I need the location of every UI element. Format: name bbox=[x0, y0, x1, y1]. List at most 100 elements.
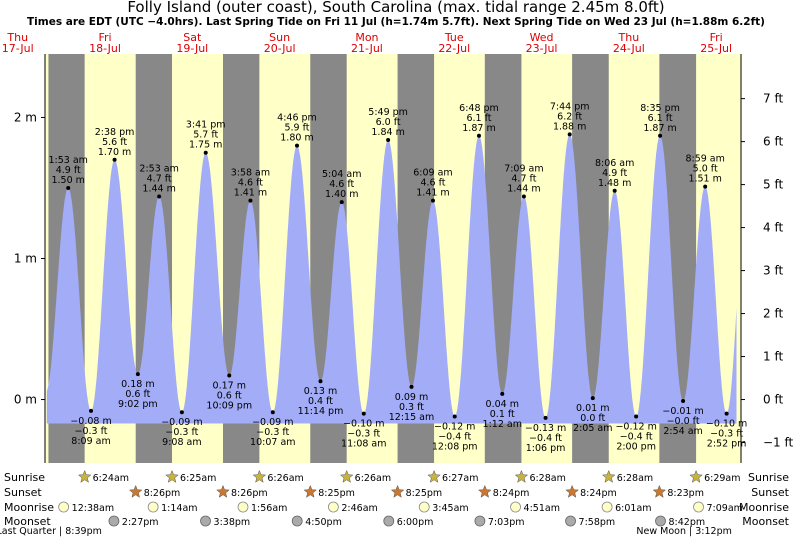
low-tide-feet: −0.3 ft bbox=[256, 427, 289, 438]
low-tide-time: 10:07 am bbox=[250, 437, 295, 448]
high-tide-metres: 1.87 m bbox=[462, 123, 495, 134]
sunset-time: 8:23pm bbox=[667, 488, 704, 499]
tide-event-dot bbox=[521, 194, 526, 199]
tide-event-dot bbox=[590, 396, 595, 401]
moonrise-time: 2:46am bbox=[341, 503, 377, 514]
high-tide-time: 3:58 am bbox=[231, 168, 270, 179]
tide-event-dot bbox=[409, 384, 414, 389]
tide-event-dot bbox=[227, 373, 232, 378]
moonset-icon bbox=[108, 515, 120, 527]
day-name-label: Mon bbox=[355, 31, 378, 44]
high-tide-metres: 1.44 m bbox=[142, 183, 175, 194]
low-tide-feet: 0.6 ft bbox=[125, 389, 150, 400]
low-tide-metres: −0.09 m bbox=[161, 417, 202, 428]
moonrise-icon bbox=[510, 501, 521, 513]
high-tide-feet: 5.7 ft bbox=[193, 130, 218, 141]
high-tide-time: 2:38 pm bbox=[95, 127, 135, 138]
tide-event-dot bbox=[270, 410, 275, 415]
moonrise-icon bbox=[693, 501, 704, 513]
high-tide-feet: 6.1 ft bbox=[466, 113, 491, 124]
day-date-label: 18-Jul bbox=[89, 42, 121, 55]
high-tide-time: 3:41 pm bbox=[186, 120, 226, 131]
high-tide-feet: 5.9 ft bbox=[284, 123, 309, 134]
low-tide-metres: 0.18 m bbox=[121, 379, 154, 390]
high-tide-feet: 4.7 ft bbox=[511, 173, 536, 184]
day-date-label: 23-Jul bbox=[526, 42, 558, 55]
tide-event-dot bbox=[658, 133, 663, 138]
high-tide-time: 5:49 pm bbox=[368, 107, 408, 118]
left-tick-label: 2 m bbox=[14, 110, 37, 124]
low-tide-feet: −0.4 ft bbox=[438, 431, 471, 442]
sunset-time: 8:26pm bbox=[144, 488, 181, 499]
day-name-label: Thu bbox=[6, 31, 28, 44]
moonset-time: 8:42pm bbox=[669, 517, 706, 528]
low-tide-feet: 0.1 ft bbox=[490, 409, 515, 420]
tide-curve-layer bbox=[46, 134, 737, 424]
moonrise-icon bbox=[418, 501, 430, 513]
right-tick-label: −1 ft bbox=[763, 436, 793, 450]
day-name-label: Fri bbox=[710, 31, 723, 44]
low-tide-feet: −0.4 ft bbox=[529, 433, 562, 444]
low-tide-time: 1:12 am bbox=[483, 419, 522, 430]
low-tide-time: 12:15 am bbox=[389, 412, 434, 423]
moon-phase-label: Last Quarter | 8:39pm bbox=[0, 526, 102, 537]
high-tide-time: 8:59 am bbox=[685, 154, 724, 165]
low-tide-feet: −0.3 ft bbox=[347, 429, 380, 440]
day-date-label: 22-Jul bbox=[438, 42, 470, 55]
sunrise-row-label-right: Sunrise bbox=[748, 471, 789, 484]
high-tide-feet: 5.6 ft bbox=[102, 137, 127, 148]
right-tick-label: 2 ft bbox=[763, 307, 783, 321]
right-tick-label: 0 ft bbox=[763, 393, 783, 407]
right-edge-strip bbox=[738, 54, 741, 463]
low-tide-feet: 0.3 ft bbox=[399, 402, 424, 413]
moonset-time: 7:58pm bbox=[579, 517, 616, 528]
low-tide-metres: 0.09 m bbox=[395, 392, 428, 403]
day-date-label: 21-Jul bbox=[351, 42, 383, 55]
moonrise-time: 1:56am bbox=[251, 503, 287, 514]
moonrise-icon bbox=[237, 501, 249, 513]
tide-event-dot bbox=[89, 408, 94, 413]
moonset-time: 7:03pm bbox=[488, 517, 525, 528]
tide-event-dot bbox=[681, 398, 686, 403]
sunrise-icon bbox=[689, 469, 703, 483]
low-tide-metres: 0.17 m bbox=[213, 381, 246, 392]
low-tide-metres: −0.13 m bbox=[525, 423, 566, 434]
tide-event-dot bbox=[112, 157, 117, 162]
low-tide-metres: 0.01 m bbox=[576, 403, 609, 414]
moonrise-row-label-left: Moonrise bbox=[4, 501, 54, 514]
astro-rows: Sunrise Sunrise Sunset Sunset Moonrise Moonri… bbox=[0, 469, 790, 537]
moonrise-time: 7:09am bbox=[707, 503, 743, 514]
axes: 0 m 1 m 2 m −1 ft 0 ft 1 ft 2 ft 3 ft 4 ft 5 ft 6 … bbox=[14, 54, 793, 463]
tide-event-dot bbox=[612, 188, 617, 193]
tide-event-dot bbox=[135, 372, 140, 377]
sunrise-icon bbox=[77, 469, 92, 483]
high-tide-metres: 1.70 m bbox=[98, 147, 131, 158]
sunset-icon bbox=[652, 484, 667, 498]
day-name-label: Fri bbox=[98, 31, 111, 44]
low-tide-feet: −0.0 ft bbox=[667, 416, 700, 427]
day-name-label: Tue bbox=[444, 31, 464, 44]
high-tide-metres: 1.88 m bbox=[553, 121, 586, 132]
right-tick-label: 1 ft bbox=[763, 350, 783, 364]
high-tide-time: 8:06 am bbox=[595, 158, 634, 169]
chart-subtitle: Times are EDT (UTC −4.0hrs). Last Spring… bbox=[27, 16, 765, 28]
high-tide-time: 2:53 am bbox=[139, 163, 178, 174]
tide-event-dot bbox=[157, 194, 162, 199]
low-tide-time: 12:08 pm bbox=[432, 441, 478, 452]
low-tide-time: 9:08 am bbox=[162, 437, 201, 448]
day-name-label: Sat bbox=[183, 31, 202, 44]
low-tide-time: 2:52 pm bbox=[707, 439, 747, 450]
sunset-time: 8:24pm bbox=[493, 488, 530, 499]
high-tide-feet: 4.6 ft bbox=[329, 179, 354, 190]
tide-event-dot bbox=[179, 410, 184, 415]
moonset-icon bbox=[565, 515, 576, 527]
right-tick-label: 4 ft bbox=[763, 221, 783, 235]
tide-event-labels: 1:53 am4.9 ft1.50 m−0.08 m−0.3 ft8:09 am… bbox=[48, 101, 747, 453]
high-tide-feet: 4.7 ft bbox=[147, 173, 172, 184]
low-tide-feet: −0.3 ft bbox=[165, 427, 198, 438]
moonrise-icon bbox=[601, 501, 613, 513]
sunset-icon bbox=[477, 484, 492, 498]
sunrise-time: 6:29am bbox=[704, 473, 740, 484]
sunrise-icon bbox=[427, 469, 441, 483]
